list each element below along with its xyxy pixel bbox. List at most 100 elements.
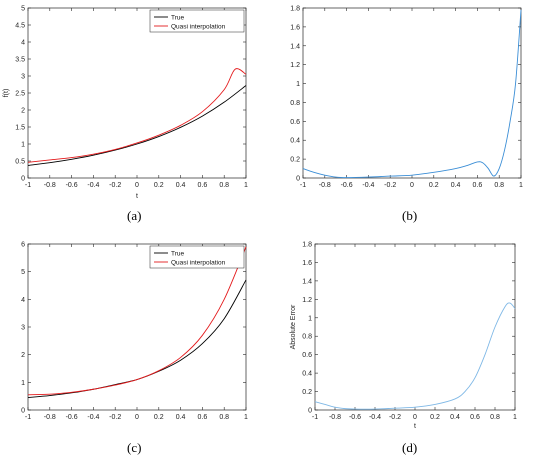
y-tick-label: 1.8 — [302, 242, 312, 249]
y-tick-label: 0.8 — [290, 100, 300, 107]
legend-box — [149, 245, 245, 269]
x-tick-label: 0.8 — [490, 414, 500, 421]
legend: True Quasi interpolation — [149, 9, 245, 33]
y-tick-label: 4 — [21, 297, 25, 304]
panel-d: -1 -0.8 -0.6 -0.4 -0.2 0 0.2 0.4 0.6 0.8 1 0 0.2 0.4 0… — [275, 232, 550, 464]
x-tick-label: -0.6 — [349, 414, 361, 421]
x-tick-label: 0.2 — [430, 414, 440, 421]
legend: True Quasi interpolation — [149, 245, 245, 269]
y-tick-label: 5 — [21, 6, 25, 13]
x-tick-label: -0.2 — [384, 182, 396, 189]
x-tick-label: 0 — [410, 182, 414, 189]
panel-a: -1 -0.8 -0.6 -0.4 -0.2 0 0.2 0.4 0.6 0.8 1 0 0.5 1 1.5… — [0, 0, 275, 232]
plot-area — [302, 7, 522, 179]
y-tick-label: 5 — [21, 269, 25, 276]
caption-b: (b) — [402, 208, 418, 223]
x-tick-label: -0.4 — [87, 414, 99, 421]
x-tick-label: -1 — [25, 414, 31, 421]
series-line-quasi-interpolation — [27, 68, 247, 163]
x-tick-label: -0.8 — [319, 182, 331, 189]
legend-entry: True — [171, 14, 185, 21]
x-tick-label: -1 — [25, 182, 31, 189]
y-tick-label: 0 — [21, 176, 25, 183]
y-tick-label: 0.4 — [302, 371, 312, 378]
x-tick-label: 0.6 — [473, 182, 483, 189]
x-tick-label: 0.2 — [154, 182, 164, 189]
y-tick-label: 0.8 — [302, 334, 312, 341]
series-line-quasi-interpolation — [27, 246, 247, 396]
x-tick-label: 0.2 — [154, 414, 164, 421]
x-axis-label: t — [414, 423, 416, 430]
x-tick-label: 0.4 — [176, 182, 186, 189]
y-tick-label: 0 — [308, 408, 312, 415]
plot-area — [27, 243, 247, 411]
y-tick-label: 2.5 — [15, 91, 25, 98]
x-tick-label: -0.4 — [362, 182, 374, 189]
caption-c: (c) — [127, 440, 142, 455]
chart-a: -1 -0.8 -0.6 -0.4 -0.2 0 0.2 0.4 0.6 0.8 1 0 0.5 1 1.5… — [3, 6, 248, 201]
y-tick-label: 0 — [296, 176, 300, 183]
x-tick-label: -0.6 — [341, 182, 353, 189]
y-tick-label: 1 — [21, 142, 25, 149]
x-tick-label: 0.6 — [198, 182, 208, 189]
y-tick-label: 4.5 — [15, 23, 25, 30]
y-tick-label: 3.5 — [15, 57, 25, 64]
x-tick-label: -0.4 — [87, 182, 99, 189]
x-tick-label: 0.8 — [494, 182, 504, 189]
y-tick-label: 0.2 — [290, 157, 300, 164]
x-tick-label: 0.6 — [198, 414, 208, 421]
y-tick-label: 1.2 — [302, 297, 312, 304]
plot-area — [314, 243, 516, 411]
x-tick-label: -0.8 — [329, 414, 341, 421]
chart-b: -1 -0.8 -0.6 -0.4 -0.2 0 0.2 0.4 0.6 0.8 1 0 0.2 0.4 0… — [290, 6, 523, 190]
legend-entry: Quasi interpolation — [171, 259, 226, 266]
legend-entry: Quasi interpolation — [171, 23, 226, 30]
y-tick-label: 2 — [21, 352, 25, 359]
y-tick-label: 1.4 — [290, 43, 300, 50]
y-tick-label: 0.2 — [302, 389, 312, 396]
y-tick-label: 1 — [308, 315, 312, 322]
y-tick-label: 0.5 — [15, 159, 25, 166]
x-tick-label: 1 — [519, 182, 523, 189]
caption-d: (d) — [402, 440, 418, 455]
x-tick-label: -1 — [300, 182, 306, 189]
x-tick-label: 0.6 — [470, 414, 480, 421]
x-tick-label: 0.2 — [429, 182, 439, 189]
x-tick-label: 1 — [244, 414, 248, 421]
y-tick-label: 0.6 — [302, 352, 312, 359]
y-tick-label: 0.6 — [290, 119, 300, 126]
y-axis-label: Absolute Error — [290, 304, 297, 349]
y-tick-label: 1.8 — [290, 6, 300, 13]
series-line-0 — [302, 9, 522, 178]
y-tick-label: 0.4 — [290, 138, 300, 145]
x-tick-label: 0.4 — [176, 414, 186, 421]
x-tick-label: -1 — [312, 414, 318, 421]
y-tick-label: 2 — [21, 108, 25, 115]
panel-c: -1 -0.8 -0.6 -0.4 -0.2 0 0.2 0.4 0.6 0.8 1 0 1 2 3 4 5 6 T… — [0, 232, 275, 464]
x-tick-label: -0.4 — [369, 414, 381, 421]
x-tick-label: 0 — [135, 414, 139, 421]
chart-c: -1 -0.8 -0.6 -0.4 -0.2 0 0.2 0.4 0.6 0.8 1 0 1 2 3 4 5 6 T… — [21, 242, 248, 422]
panel-b: -1 -0.8 -0.6 -0.4 -0.2 0 0.2 0.4 0.6 0.8 1 0 0.2 0.4 0… — [275, 0, 550, 232]
y-tick-label: 1.2 — [290, 62, 300, 69]
x-tick-label: 0.4 — [451, 182, 461, 189]
y-tick-label: 1 — [21, 380, 25, 387]
y-tick-label: 1.5 — [15, 125, 25, 132]
x-tick-label: 1 — [513, 414, 517, 421]
y-axis-label: f(t) — [3, 89, 10, 98]
y-tick-label: 1.4 — [302, 278, 312, 285]
x-tick-label: 1 — [244, 182, 248, 189]
x-tick-label: -0.2 — [389, 414, 401, 421]
y-tick-label: 4 — [21, 40, 25, 47]
x-tick-label: -0.2 — [109, 414, 121, 421]
legend-box — [149, 9, 245, 33]
x-tick-label: 0 — [413, 414, 417, 421]
x-tick-label: 0 — [135, 182, 139, 189]
x-tick-label: 0.4 — [450, 414, 460, 421]
x-tick-label: -0.8 — [44, 182, 56, 189]
y-tick-label: 0 — [21, 408, 25, 415]
x-tick-label: -0.6 — [66, 414, 78, 421]
caption-a: (a) — [127, 208, 142, 223]
x-tick-label: -0.6 — [66, 182, 78, 189]
x-axis-label: t — [136, 193, 138, 200]
